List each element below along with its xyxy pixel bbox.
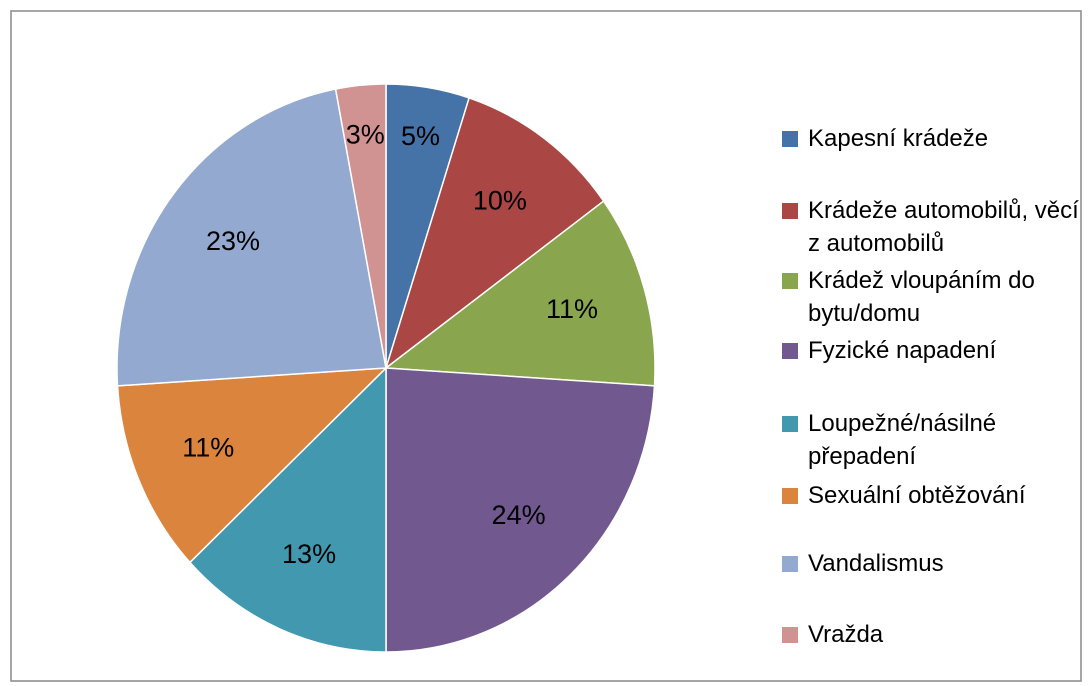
- pie-slice: [188, 366, 387, 653]
- legend-item: Vražda: [782, 618, 1082, 651]
- legend-swatch: [782, 556, 798, 572]
- legend-swatch: [782, 343, 798, 359]
- legend-swatch: [782, 131, 798, 147]
- legend-label: Loupežné/násilné přepadení: [808, 410, 997, 470]
- legend-swatch: [782, 416, 798, 432]
- pie-slice: [334, 83, 387, 369]
- legend-label: Vražda: [808, 621, 884, 648]
- legend-item: Loupežné/násilné přepadení: [782, 407, 1082, 473]
- legend-label: Fyzické napadení: [808, 337, 997, 364]
- pie-slice: [384, 96, 605, 371]
- legend-item: Kapesní krádeže: [782, 122, 1082, 155]
- pie-slice: [116, 367, 388, 564]
- data-label: 13%: [282, 539, 336, 569]
- legend-item: Sexuální obtěžování: [782, 479, 1082, 512]
- legend-label: Vandalismus: [808, 550, 944, 577]
- legend-item: Fyzické napadení: [782, 334, 1082, 367]
- data-label: 11%: [182, 432, 234, 462]
- data-label: 23%: [206, 226, 260, 256]
- data-label: 24%: [492, 500, 546, 530]
- legend-item: Vandalismus: [782, 547, 1082, 580]
- legend-label: Krádeže automobilů, věcí z automobilů: [808, 197, 1079, 257]
- legend-label: Sexuální obtěžování: [808, 482, 1026, 509]
- pie-slice: [116, 88, 387, 387]
- legend-item: Krádež vloupáním do bytu/domu: [782, 264, 1082, 330]
- data-label: 10%: [473, 186, 527, 216]
- legend-label: Kapesní krádeže: [808, 125, 989, 152]
- data-label: 11%: [546, 294, 598, 324]
- legend-label: Krádež vloupáním do bytu/domu: [808, 267, 1035, 327]
- legend-swatch: [782, 203, 798, 219]
- data-label: 5%: [401, 121, 440, 151]
- pie-slice: [385, 367, 656, 653]
- legend-swatch: [782, 273, 798, 289]
- legend-item: Krádeže automobilů, věcí z automobilů: [782, 194, 1082, 260]
- legend-swatch: [782, 627, 798, 643]
- pie-slice: [383, 199, 656, 387]
- data-label: 3%: [346, 119, 385, 149]
- legend-swatch: [782, 488, 798, 504]
